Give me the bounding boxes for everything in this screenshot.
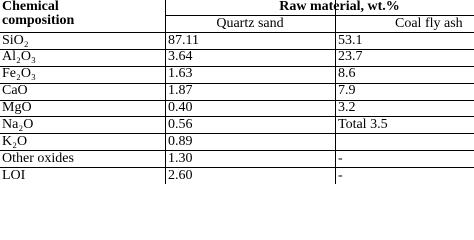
cell: 0.40 <box>168 100 193 116</box>
column-header: Coal fly ash <box>395 16 463 31</box>
cell: 53.1 <box>338 32 363 48</box>
header-composition: Chemical composition <box>2 0 75 28</box>
row-rule <box>0 116 474 118</box>
cell: 3.64 <box>168 49 193 65</box>
row-label: Al₂O₃ <box>2 49 36 65</box>
cell: 7.9 <box>338 83 356 99</box>
column-header: Quartz sand <box>216 16 284 31</box>
row-rule <box>0 133 474 135</box>
row-rule <box>0 150 474 152</box>
rule <box>165 15 474 16</box>
rule <box>335 0 336 184</box>
table: Chemical composition Raw material, wt.% … <box>0 0 474 184</box>
row-label: Other oxides <box>2 150 74 166</box>
row-rule <box>0 48 474 50</box>
cell: - <box>338 150 343 166</box>
cell: 87.11 <box>168 32 199 48</box>
cell: 23.7 <box>338 49 363 65</box>
cell: 3.2 <box>338 100 356 116</box>
row-label: MgO <box>2 100 32 116</box>
row-label: SiO₂ <box>2 32 29 48</box>
row-label: Na₂O <box>2 116 34 132</box>
row-label: CaO <box>2 83 28 99</box>
row-rule <box>0 82 474 84</box>
cell: 0.89 <box>168 133 193 149</box>
row-rule <box>0 99 474 101</box>
cell: 0.56 <box>168 116 193 132</box>
row-rule <box>0 65 474 67</box>
cell: 1.30 <box>168 150 193 166</box>
cell: 1.87 <box>168 83 193 99</box>
row-rule <box>0 167 474 169</box>
cell: 8.6 <box>338 66 356 82</box>
header-group: Raw material, wt.% <box>279 0 400 14</box>
rule <box>165 0 166 184</box>
row-label: K₂O <box>2 133 28 149</box>
cell: - <box>338 167 343 183</box>
rule <box>0 32 474 33</box>
cell: 2.60 <box>168 167 193 183</box>
cell: 1.63 <box>168 66 193 82</box>
row-label: Fe₂O₃ <box>2 66 36 82</box>
row-label: LOI <box>2 167 26 183</box>
cell: Total 3.5 <box>338 116 388 132</box>
